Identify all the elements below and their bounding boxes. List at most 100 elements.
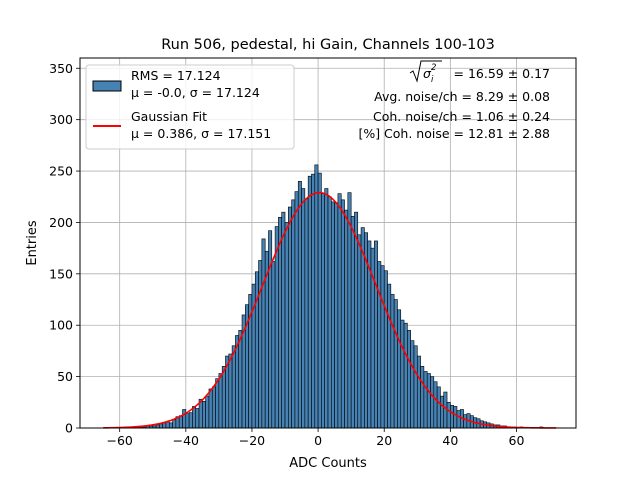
legend-histogram-swatch xyxy=(92,80,122,92)
y-tick-label: 50 xyxy=(57,369,73,384)
legend-histogram-line2: μ = -0.0, σ = 17.124 xyxy=(131,85,260,100)
histogram-bar xyxy=(288,206,292,429)
histogram-bar xyxy=(456,410,461,429)
x-tick-label: 20 xyxy=(376,433,392,448)
histogram-bar xyxy=(202,400,206,429)
histogram-bar xyxy=(450,405,454,429)
svg-text:2: 2 xyxy=(431,63,436,73)
histogram-bar xyxy=(172,419,177,429)
histogram-bar xyxy=(347,192,352,429)
histogram-bar xyxy=(426,373,431,429)
y-tick-label: 150 xyxy=(49,266,73,281)
histogram-bar xyxy=(413,345,418,429)
histogram-bar xyxy=(321,193,325,429)
histogram-bar xyxy=(354,211,359,429)
histogram-bar xyxy=(208,388,213,429)
histogram-bar xyxy=(430,376,435,429)
histogram-bar xyxy=(423,371,428,429)
histogram-bar xyxy=(357,234,362,429)
histogram-bar xyxy=(350,215,355,429)
histogram-bar xyxy=(446,402,451,429)
histogram-bar xyxy=(311,173,316,429)
histogram-bar xyxy=(397,309,402,429)
histogram-bar xyxy=(410,340,415,429)
svg-text:σ: σ xyxy=(423,66,432,81)
noise-annotations: σ 2 i = 16.59 ± 0.17 Avg. noise/ch = 8.2… xyxy=(358,60,550,141)
y-tick-label: 200 xyxy=(49,215,73,230)
histogram-bar xyxy=(334,202,339,429)
y-axis-label: Entries xyxy=(25,220,40,266)
histogram-bar xyxy=(453,406,458,429)
svg-text:i: i xyxy=(431,75,434,85)
avg-noise-text: Avg. noise/ch = 8.29 ± 0.08 xyxy=(374,89,550,104)
x-tick-label: −40 xyxy=(173,433,199,448)
x-tick-label: −20 xyxy=(239,433,265,448)
histogram-bar xyxy=(228,353,233,429)
histogram-bar xyxy=(192,406,197,429)
histogram-bar xyxy=(344,209,349,429)
histogram-bar xyxy=(373,240,378,429)
histogram-bar xyxy=(261,238,266,429)
histogram-bar xyxy=(340,199,345,429)
histogram-bar xyxy=(324,188,329,429)
histogram-bar xyxy=(360,227,365,429)
chart-title: Run 506, pedestal, hi Gain, Channels 100… xyxy=(161,37,495,53)
histogram-bar xyxy=(165,421,170,429)
y-tick-label: 250 xyxy=(49,164,73,179)
histogram-bar xyxy=(291,199,296,429)
x-tick-label: 40 xyxy=(442,433,458,448)
legend-histogram-line1: RMS = 17.124 xyxy=(131,68,221,83)
histogram-bar xyxy=(383,270,388,429)
pct-coh-noise-text: [%] Coh. noise = 12.81 ± 2.88 xyxy=(358,126,550,141)
histogram-bar xyxy=(390,294,395,429)
x-tick-label: 60 xyxy=(509,433,525,448)
histogram-bar xyxy=(436,386,441,429)
histogram-bar xyxy=(301,188,306,429)
histogram-bar xyxy=(440,395,445,429)
histogram-bar xyxy=(380,265,385,429)
histogram-bar xyxy=(238,330,243,429)
histogram-bar xyxy=(387,283,392,429)
histogram-bar xyxy=(314,164,319,429)
histogram-bar xyxy=(307,175,312,429)
histogram-bar xyxy=(463,414,468,429)
gaussian-fit-layer xyxy=(103,191,557,429)
histogram-bar xyxy=(284,222,289,429)
histogram-bar xyxy=(317,172,322,429)
histogram-bar xyxy=(433,381,438,429)
histogram-bar xyxy=(159,423,163,429)
histogram-bar xyxy=(195,408,200,429)
histogram-bar xyxy=(331,201,335,429)
legend-fit-line1: Gaussian Fit xyxy=(131,109,207,124)
histogram-bar xyxy=(215,378,220,429)
x-axis-label: ADC Counts xyxy=(289,456,367,471)
y-tick-label: 0 xyxy=(65,421,73,436)
histogram-bar xyxy=(393,299,398,429)
histogram-bar xyxy=(294,191,299,429)
histogram-bar xyxy=(231,345,236,429)
histogram-bar xyxy=(221,366,226,429)
y-tick-label: 300 xyxy=(49,112,73,127)
histogram-bar xyxy=(211,386,216,429)
coh-noise-text: Coh. noise/ch = 1.06 ± 0.24 xyxy=(373,109,550,124)
histogram-bar xyxy=(258,260,263,429)
histogram-bar xyxy=(407,330,411,429)
histogram-bar xyxy=(168,422,173,429)
histogram-bar xyxy=(218,373,223,429)
histogram-bar xyxy=(278,217,283,429)
sigma-symbol: σ 2 i xyxy=(409,60,442,85)
histogram-bar xyxy=(182,409,187,429)
x-tick-label: −60 xyxy=(106,433,132,448)
histogram-bar xyxy=(377,261,382,429)
histogram-bar xyxy=(185,413,190,429)
legend: RMS = 17.124 μ = -0.0, σ = 17.124 Gaussi… xyxy=(85,64,295,150)
histogram-bar xyxy=(205,395,210,429)
gaussian-fit-curve xyxy=(103,191,557,429)
y-axis-ticks: 0 50 100 150 200 250 300 350 xyxy=(49,61,80,436)
histogram-bar xyxy=(400,319,405,429)
histogram-bar xyxy=(274,226,279,429)
histogram-bar xyxy=(297,181,302,429)
histogram-bar xyxy=(337,193,342,429)
histogram-bar xyxy=(420,366,425,429)
